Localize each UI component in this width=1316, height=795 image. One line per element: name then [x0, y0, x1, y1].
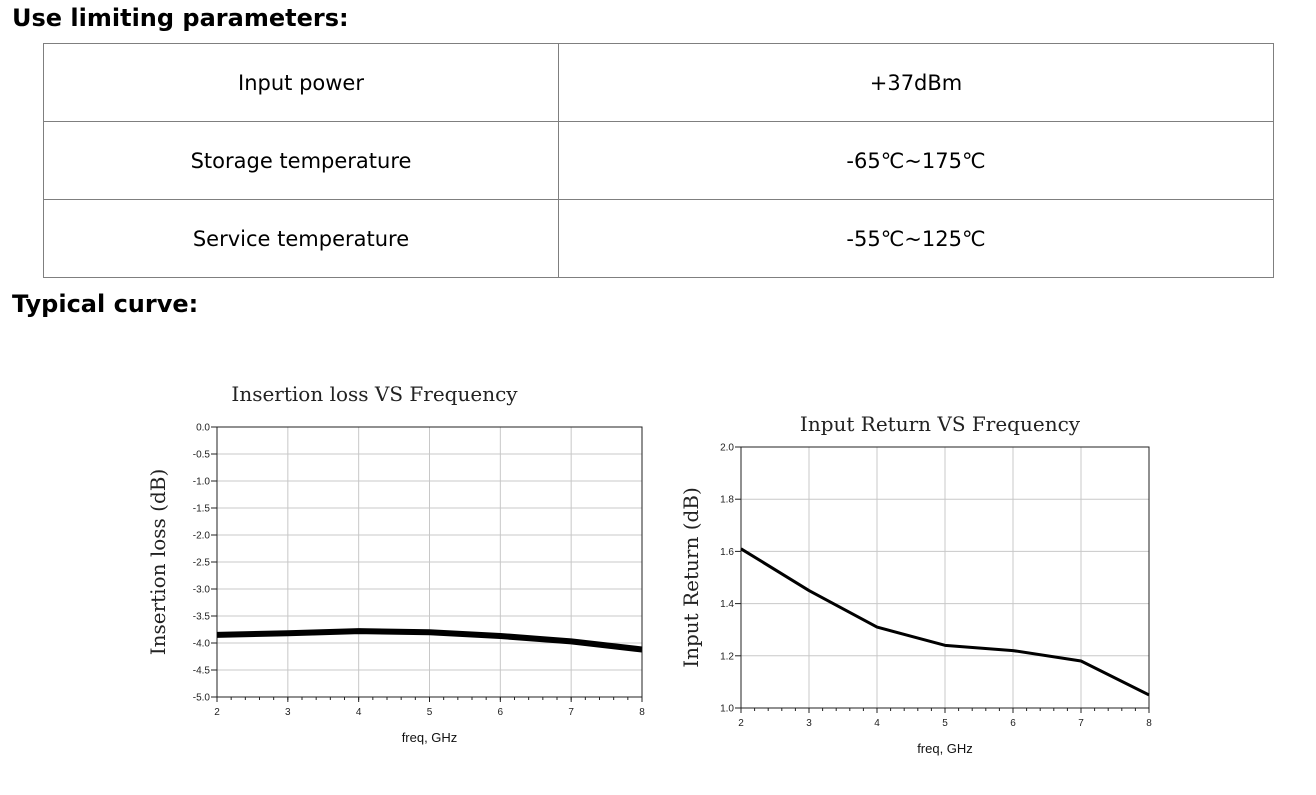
y-tick-label: 1.2: [720, 651, 734, 662]
y-tick-label: -2.5: [193, 558, 211, 569]
param-name-cell: Storage temperature: [43, 121, 559, 200]
limiting-parameters-table: Input power +37dBm Storage temperature -…: [43, 43, 1274, 278]
x-tick-label: 5: [427, 707, 433, 718]
y-tick-label: 1.0: [720, 704, 734, 715]
table-row: Storage temperature -65℃~175℃: [43, 121, 1274, 200]
y-tick-label: -4.5: [193, 666, 211, 677]
x-tick-label: 6: [1010, 718, 1016, 729]
x-tick-label: 6: [498, 707, 504, 718]
y-tick-label: -3.0: [193, 585, 211, 596]
x-tick-label: 8: [1146, 718, 1152, 729]
y-tick-label: -1.5: [193, 504, 211, 515]
param-value-cell: -55℃~125℃: [558, 199, 1274, 278]
plot-frame: [216, 426, 643, 698]
x-tick-label: 3: [285, 707, 291, 718]
x-tick-label: 4: [356, 707, 362, 718]
y-tick-label: 1.6: [720, 547, 734, 558]
y-tick-label: -4.0: [193, 639, 211, 650]
x-tick-label: 7: [568, 707, 574, 718]
x-tick-label: 4: [874, 718, 880, 729]
typical-curve-heading: Typical curve:: [12, 290, 199, 318]
x-tick-label: 5: [942, 718, 948, 729]
y-tick-label: 2.0: [720, 443, 734, 454]
y-tick-label: -1.0: [193, 477, 211, 488]
y-tick-label: -5.0: [193, 693, 211, 704]
chart-title: Insertion loss VS Frequency: [231, 382, 518, 406]
plot-frame: [740, 446, 1150, 709]
param-value-cell: -65℃~175℃: [558, 121, 1274, 200]
insertion-loss-chart: Insertion loss VS Frequency 2 3 4 5 6 7 8 0.0 -0.…: [146, 382, 645, 745]
x-axis-label: freq, GHz: [402, 730, 458, 745]
param-name-cell: Service temperature: [43, 199, 559, 278]
table-row: Input power +37dBm: [43, 43, 1274, 122]
y-axis-label: Input Return (dB): [679, 487, 703, 668]
series-line: [216, 628, 643, 653]
limiting-parameters-heading: Use limiting parameters:: [12, 4, 349, 32]
y-tick-label: -2.0: [193, 531, 211, 542]
y-tick-label: 1.8: [720, 495, 734, 506]
param-name-cell: Input power: [43, 43, 559, 122]
x-tick-label: 8: [639, 707, 645, 718]
x-tick-label: 2: [738, 718, 744, 729]
y-tick-label: 1.4: [720, 599, 734, 610]
y-tick-label: 0.0: [196, 423, 210, 434]
input-return-chart: Input Return VS Frequency 2 3 4 5 6 7 8 2.0 1.8 1.…: [679, 412, 1152, 756]
y-axis-label: Insertion loss (dB): [146, 469, 170, 656]
x-axis-label: freq, GHz: [917, 741, 973, 756]
table-row: Service temperature -55℃~125℃: [43, 199, 1274, 278]
series-line: [740, 547, 1150, 697]
param-value-cell: +37dBm: [558, 43, 1274, 122]
x-tick-label: 2: [214, 707, 220, 718]
y-tick-label: -3.5: [193, 612, 211, 623]
x-tick-label: 3: [806, 718, 812, 729]
chart-title: Input Return VS Frequency: [800, 412, 1081, 436]
x-tick-label: 7: [1078, 718, 1084, 729]
y-tick-label: -0.5: [193, 450, 211, 461]
